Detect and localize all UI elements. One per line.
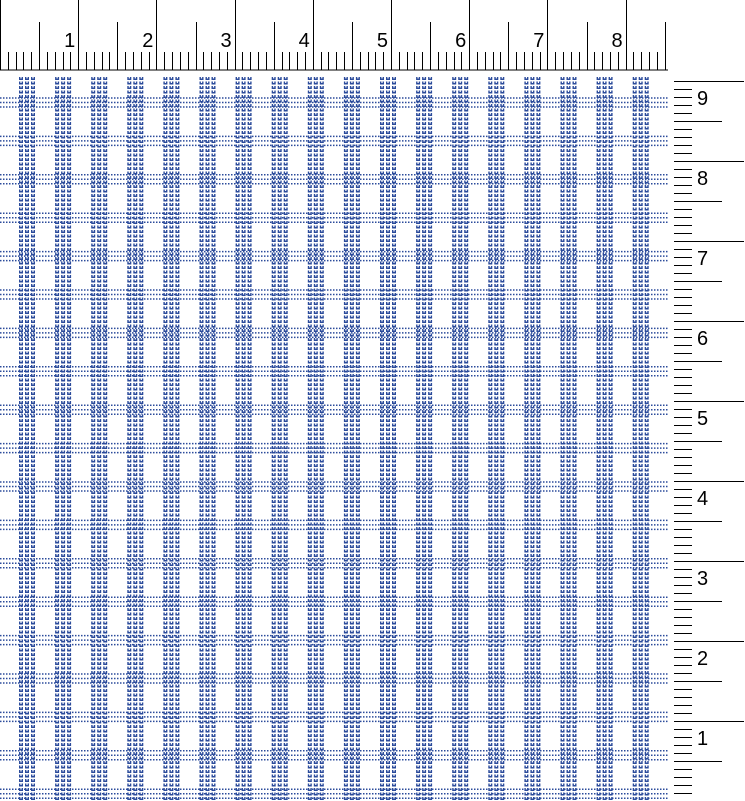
- weave-pattern: [0, 77, 668, 801]
- right-ruler-label: 9: [697, 88, 708, 110]
- top-ruler-label: 4: [299, 30, 310, 52]
- top-ruler-label: 2: [142, 30, 153, 52]
- top-ruler-label: 1: [64, 30, 75, 52]
- right-ruler-label: 8: [697, 168, 708, 190]
- right-ruler-label: 2: [697, 648, 708, 670]
- right-ruler: 9 8 7 6 5 4 3 2 1: [674, 81, 744, 794]
- right-ruler-label: 5: [697, 408, 708, 430]
- right-ruler-label: 6: [697, 328, 708, 350]
- right-ruler-label: 4: [697, 488, 708, 510]
- top-ruler-label: 3: [220, 30, 231, 52]
- top-ruler-label: 8: [611, 30, 622, 52]
- top-ruler-label: 5: [377, 30, 388, 52]
- top-ruler-label: 6: [455, 30, 466, 52]
- right-ruler-label: 7: [697, 248, 708, 270]
- top-ruler-label: 7: [533, 30, 544, 52]
- right-ruler-label: 1: [697, 728, 708, 750]
- right-ruler-label: 3: [697, 568, 708, 590]
- top-ruler: 1 2 3 4 5 6 7 8: [0, 0, 668, 71]
